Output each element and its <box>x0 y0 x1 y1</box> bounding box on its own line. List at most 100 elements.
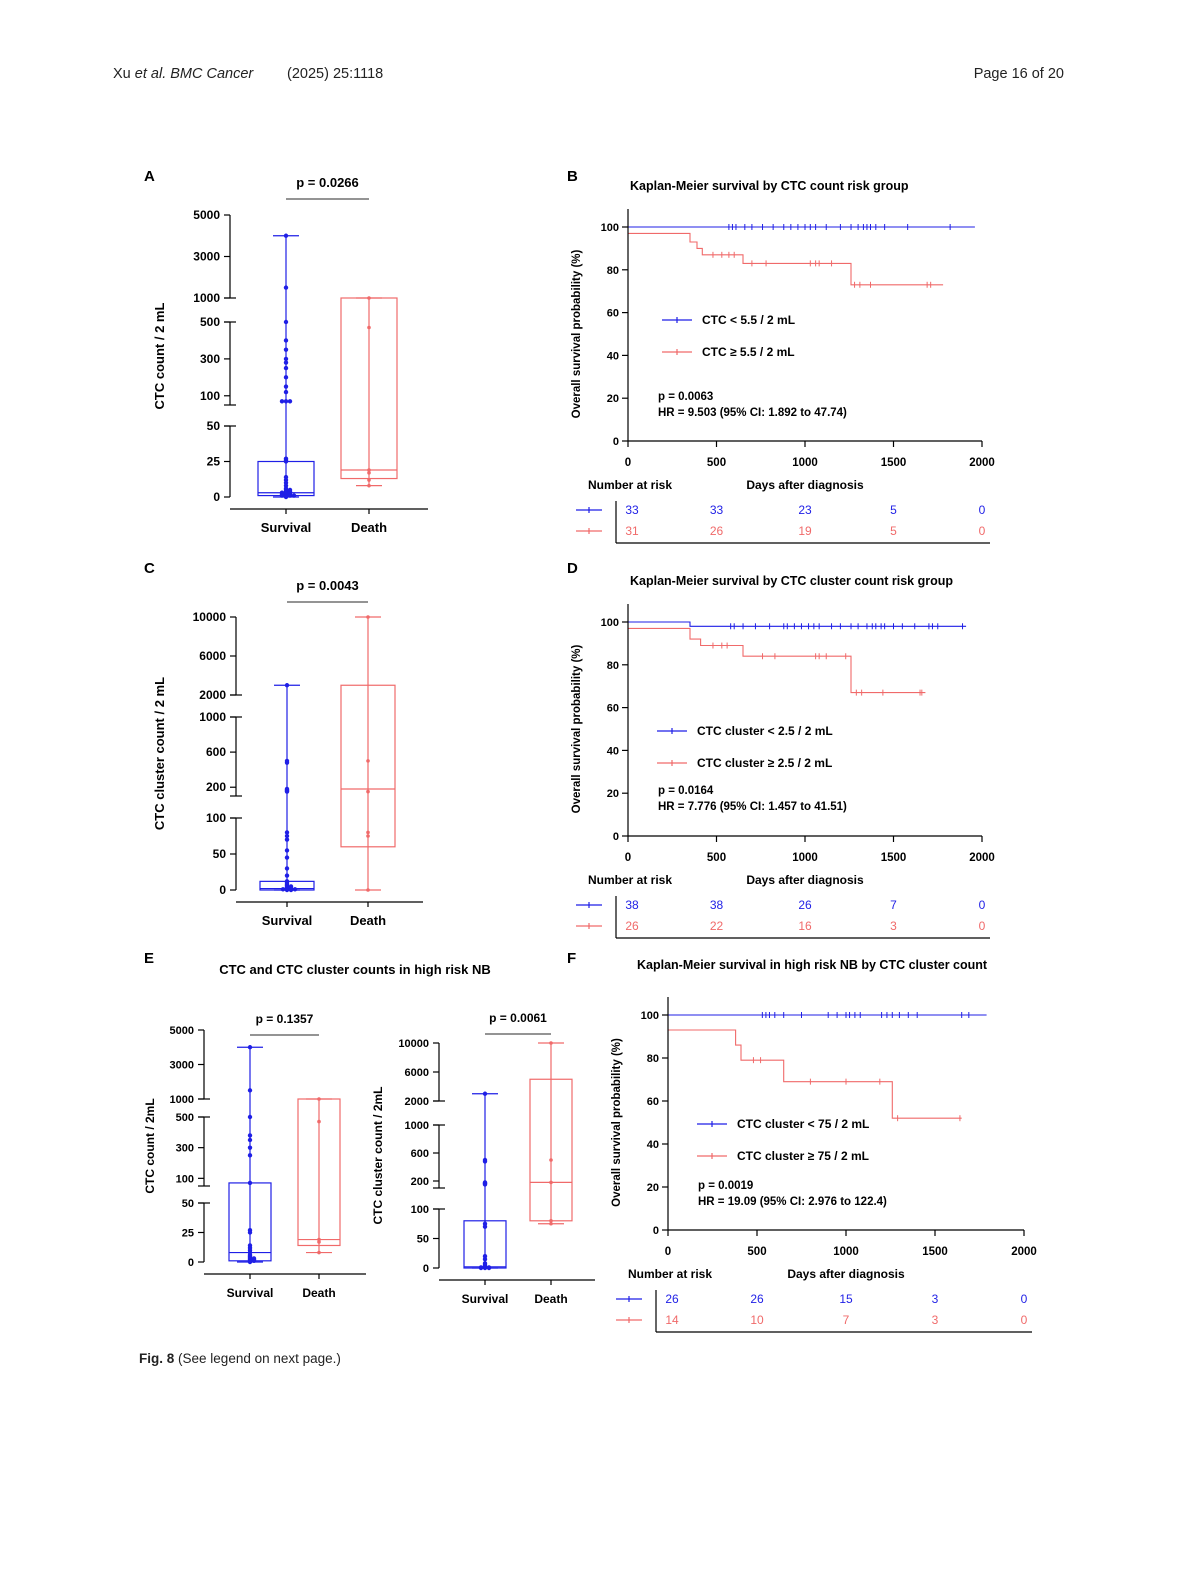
y-tick-label: 0 <box>613 831 619 843</box>
x-tick-label: 2000 <box>1011 1246 1037 1258</box>
y-tick-label: 1000 <box>199 710 226 724</box>
data-point <box>283 233 289 238</box>
data-point <box>283 319 289 325</box>
category-label-death: Death <box>351 520 387 535</box>
data-point <box>291 493 297 498</box>
x-tick-label: 1000 <box>833 1246 859 1258</box>
data-point <box>284 683 290 688</box>
risk-count: 0 <box>979 919 986 933</box>
risk-count: 26 <box>710 524 724 538</box>
y-tick-label: 10000 <box>193 610 227 624</box>
header-volume: (2025) 25:1118 <box>287 66 384 82</box>
category-label-death: Death <box>302 1286 335 1300</box>
risk-count: 22 <box>710 919 724 933</box>
iqr-box <box>340 684 396 848</box>
y-tick-label: 50 <box>207 419 221 433</box>
hazard-ratio-label: HR = 9.503 (95% CI: 1.892 to 47.74) <box>658 407 847 419</box>
legend-label: CTC cluster < 2.5 / 2 mL <box>697 724 833 738</box>
legend-label: CTC ≥ 5.5 / 2 mL <box>702 345 795 359</box>
data-point <box>283 459 289 464</box>
x-tick-label: 500 <box>747 1246 766 1258</box>
x-tick-label: 0 <box>625 852 631 864</box>
risk-count: 14 <box>665 1313 679 1327</box>
risk-table-label: Number at risk <box>588 478 672 492</box>
legend-label: CTC < 5.5 / 2 mL <box>702 313 795 327</box>
p-value-label: p = 0.0063 <box>658 391 713 403</box>
panel-e-title: CTC and CTC cluster counts in high risk … <box>219 962 491 977</box>
y-tick-label: 0 <box>613 436 619 448</box>
risk-count: 16 <box>798 919 812 933</box>
hazard-ratio-label: HR = 19.09 (95% CI: 2.976 to 122.4) <box>698 1196 887 1208</box>
risk-count: 15 <box>839 1292 853 1306</box>
y-tick-label: 1000 <box>170 1094 194 1106</box>
caption-text: (See legend on next page.) <box>178 1351 341 1366</box>
data-point <box>367 296 371 300</box>
x-tick-label: 0 <box>625 457 631 469</box>
y-tick-label: 600 <box>206 745 226 759</box>
y-tick-label: 5000 <box>170 1025 194 1037</box>
header-journal: BMC Cancer <box>170 66 254 82</box>
y-tick-label: 0 <box>213 490 220 504</box>
data-point <box>283 375 289 380</box>
data-point <box>247 1180 253 1186</box>
data-point <box>367 478 371 482</box>
y-axis-label: CTC cluster count / 2mL <box>371 1086 385 1224</box>
data-point <box>283 365 289 371</box>
chart-title: Kaplan-Meier survival by CTC cluster cou… <box>630 574 953 588</box>
data-point <box>284 848 290 853</box>
data-point <box>288 887 294 893</box>
category-label-death: Death <box>350 913 386 928</box>
data-point <box>284 866 290 871</box>
y-tick-label: 500 <box>176 1112 194 1124</box>
data-point <box>317 1097 321 1101</box>
y-tick-label: 6000 <box>199 649 226 663</box>
legend-label: CTC cluster ≥ 75 / 2 mL <box>737 1149 869 1163</box>
box-plot-e2 <box>463 1041 573 1271</box>
data-point <box>247 1153 253 1158</box>
box-plot-e1 <box>228 1045 341 1265</box>
y-tick-label: 100 <box>601 222 619 234</box>
data-point <box>247 1045 253 1050</box>
risk-table-label: Number at risk <box>588 873 672 887</box>
data-point <box>367 471 371 475</box>
y-tick-label: 100 <box>641 1010 659 1022</box>
data-point <box>478 1265 484 1271</box>
data-point <box>284 887 290 893</box>
data-point <box>247 1088 253 1093</box>
data-point <box>367 325 371 330</box>
risk-count: 5 <box>890 503 897 517</box>
data-point <box>549 1219 553 1223</box>
survival-curve-high <box>628 232 944 286</box>
category-label-survival: Survival <box>227 1286 274 1300</box>
y-tick-label: 600 <box>411 1148 429 1160</box>
risk-count: 0 <box>979 524 986 538</box>
data-point <box>482 1159 488 1164</box>
risk-count: 33 <box>625 503 639 517</box>
data-point <box>247 1230 253 1235</box>
data-point <box>283 347 289 352</box>
y-tick-label: 80 <box>647 1053 659 1065</box>
survival-curve-low <box>628 621 967 627</box>
y-tick-label: 50 <box>182 1198 194 1210</box>
data-point <box>287 399 293 404</box>
y-tick-label: 80 <box>607 265 619 277</box>
data-point <box>482 1265 488 1271</box>
data-point <box>287 493 293 498</box>
data-point <box>251 1258 257 1264</box>
hazard-ratio-label: HR = 7.776 (95% CI: 1.457 to 41.51) <box>658 801 847 813</box>
category-label-death: Death <box>534 1292 567 1306</box>
category-label-survival: Survival <box>261 520 312 535</box>
header-authors: Xu <box>113 66 131 82</box>
p-value-label: p = 0.0019 <box>698 1180 753 1192</box>
data-point <box>280 887 286 892</box>
data-point <box>317 1119 321 1124</box>
data-point <box>284 855 290 860</box>
x-tick-label: 500 <box>707 852 726 864</box>
risk-count: 0 <box>1021 1292 1028 1306</box>
box-plot-c <box>259 615 396 893</box>
data-point <box>482 1091 488 1096</box>
survival-curve-high <box>668 1029 962 1119</box>
data-point <box>247 1145 253 1150</box>
km-plot-f <box>668 1012 987 1122</box>
risk-count: 3 <box>932 1313 939 1327</box>
